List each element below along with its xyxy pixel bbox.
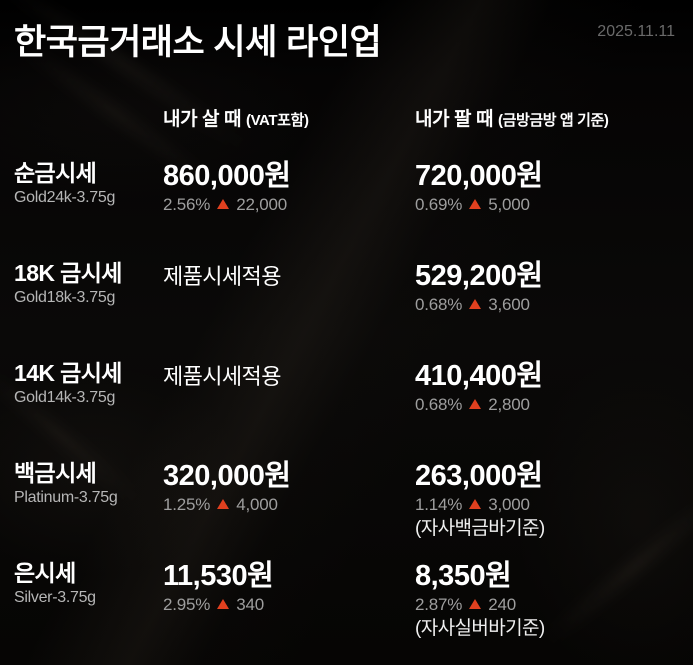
buy-price: 제품시세적용 (163, 264, 281, 289)
sell-price-cell: 410,400원 0.68% 2,800 (415, 360, 693, 416)
column-header-buy-note: (VAT포함) (245, 112, 309, 129)
buy-price-cell: 제품시세적용 (163, 260, 413, 303)
sell-price-cell: 529,200원 0.68% 3,600 (415, 260, 693, 316)
metal-label-cell: 14K 금시세 Gold14k-3.75g (14, 360, 162, 409)
sell-change: 2.87% 240 (415, 593, 693, 616)
metal-label-cell: 백금시세 Platinum-3.75g (14, 460, 162, 509)
buy-price-cell: 860,000원 2.56% 22,000 (163, 160, 413, 216)
quote-date: 2025.11.11 (597, 23, 675, 40)
sell-price: 263,000원 (415, 460, 543, 492)
buy-change: 1.25% 4,000 (163, 493, 413, 516)
metal-name: 순금시세 (14, 160, 97, 186)
buy-change-percent: 1.25% (163, 495, 211, 514)
price-row-4: 백금시세 Platinum-3.75g 320,000원 1.25% 4,000… (0, 460, 693, 560)
sell-note: (자사실버바기준) (415, 618, 545, 639)
arrow-up-icon (217, 198, 230, 209)
arrow-up-icon (217, 498, 230, 509)
buy-price-cell: 11,530원 2.95% 340 (163, 560, 413, 616)
buy-change-value: 340 (236, 595, 264, 614)
sell-change: 1.14% 3,000 (415, 493, 693, 516)
arrow-up-icon (469, 298, 482, 309)
column-header-sell: 내가 팔 때 (금방금방 앱 기준) (415, 104, 609, 131)
sell-change: 0.68% 3,600 (415, 293, 693, 316)
metal-spec: Platinum-3.75g (14, 489, 118, 506)
metal-spec: Gold18k-3.75g (14, 289, 116, 306)
sell-price: 410,400원 (415, 360, 543, 392)
column-header-sell-note: (금방금방 앱 기준) (497, 112, 609, 129)
metal-spec: Gold24k-3.75g (14, 189, 116, 206)
metal-label-cell: 은시세 Silver-3.75g (14, 560, 162, 609)
sell-change-value: 3,000 (488, 495, 530, 514)
metal-name: 백금시세 (14, 460, 97, 486)
metal-name: 14K 금시세 (14, 360, 122, 386)
buy-change-value: 4,000 (236, 495, 278, 514)
sell-change-percent: 0.69% (415, 195, 463, 214)
arrow-up-icon (469, 498, 482, 509)
buy-price: 320,000원 (163, 460, 291, 492)
metal-name: 18K 금시세 (14, 260, 122, 286)
sell-change-percent: 0.68% (415, 395, 463, 414)
buy-price: 860,000원 (163, 160, 291, 192)
metal-label-cell: 순금시세 Gold24k-3.75g (14, 160, 162, 209)
sell-change-percent: 0.68% (415, 295, 463, 314)
sell-change-value: 2,800 (488, 395, 530, 414)
column-header-buy: 내가 살 때 (VAT포함) (163, 104, 309, 131)
sell-change-value: 5,000 (488, 195, 530, 214)
arrow-up-icon (217, 598, 230, 609)
metal-spec: Gold14k-3.75g (14, 389, 116, 406)
sell-change-value: 3,600 (488, 295, 530, 314)
sell-price: 529,200원 (415, 260, 543, 292)
column-headers: 내가 살 때 (VAT포함) 내가 팔 때 (금방금방 앱 기준) (0, 104, 693, 136)
buy-price-cell: 320,000원 1.25% 4,000 (163, 460, 413, 516)
price-row-2: 18K 금시세 Gold18k-3.75g 제품시세적용 529,200원 0.… (0, 260, 693, 360)
sell-price-cell: 8,350원 2.87% 240 (자사실버바기준) (415, 560, 693, 641)
sell-price-cell: 720,000원 0.69% 5,000 (415, 160, 693, 216)
price-row-1: 순금시세 Gold24k-3.75g 860,000원 2.56% 22,000… (0, 160, 693, 260)
sell-change-percent: 1.14% (415, 495, 463, 514)
header: 한국금거래소 시세 라인업 2025.11.11 (0, 0, 693, 86)
metal-name: 은시세 (14, 560, 76, 586)
arrow-up-icon (469, 598, 482, 609)
sell-change-percent: 2.87% (415, 595, 463, 614)
buy-change-value: 22,000 (236, 195, 287, 214)
sell-change: 0.69% 5,000 (415, 193, 693, 216)
price-row-5: 은시세 Silver-3.75g 11,530원 2.95% 340 8,350… (0, 560, 693, 660)
sell-price: 8,350원 (415, 560, 512, 592)
price-rows: 순금시세 Gold24k-3.75g 860,000원 2.56% 22,000… (0, 160, 693, 660)
buy-price: 11,530원 (163, 560, 274, 592)
arrow-up-icon (469, 198, 482, 209)
buy-change-percent: 2.95% (163, 595, 211, 614)
sell-change-value: 240 (488, 595, 516, 614)
buy-change: 2.56% 22,000 (163, 193, 413, 216)
buy-price-cell: 제품시세적용 (163, 360, 413, 403)
metal-label-cell: 18K 금시세 Gold18k-3.75g (14, 260, 162, 309)
sell-change: 0.68% 2,800 (415, 393, 693, 416)
buy-price: 제품시세적용 (163, 364, 281, 389)
column-header-sell-main: 내가 팔 때 (415, 109, 498, 130)
sell-note: (자사백금바기준) (415, 518, 545, 539)
sell-price: 720,000원 (415, 160, 543, 192)
buy-change-percent: 2.56% (163, 195, 211, 214)
sell-price-cell: 263,000원 1.14% 3,000 (자사백금바기준) (415, 460, 693, 541)
column-header-buy-main: 내가 살 때 (163, 109, 246, 130)
buy-change: 2.95% 340 (163, 593, 413, 616)
metal-spec: Silver-3.75g (14, 589, 96, 606)
page-title: 한국금거래소 시세 라인업 (14, 23, 382, 62)
price-row-3: 14K 금시세 Gold14k-3.75g 제품시세적용 410,400원 0.… (0, 360, 693, 460)
arrow-up-icon (469, 398, 482, 409)
